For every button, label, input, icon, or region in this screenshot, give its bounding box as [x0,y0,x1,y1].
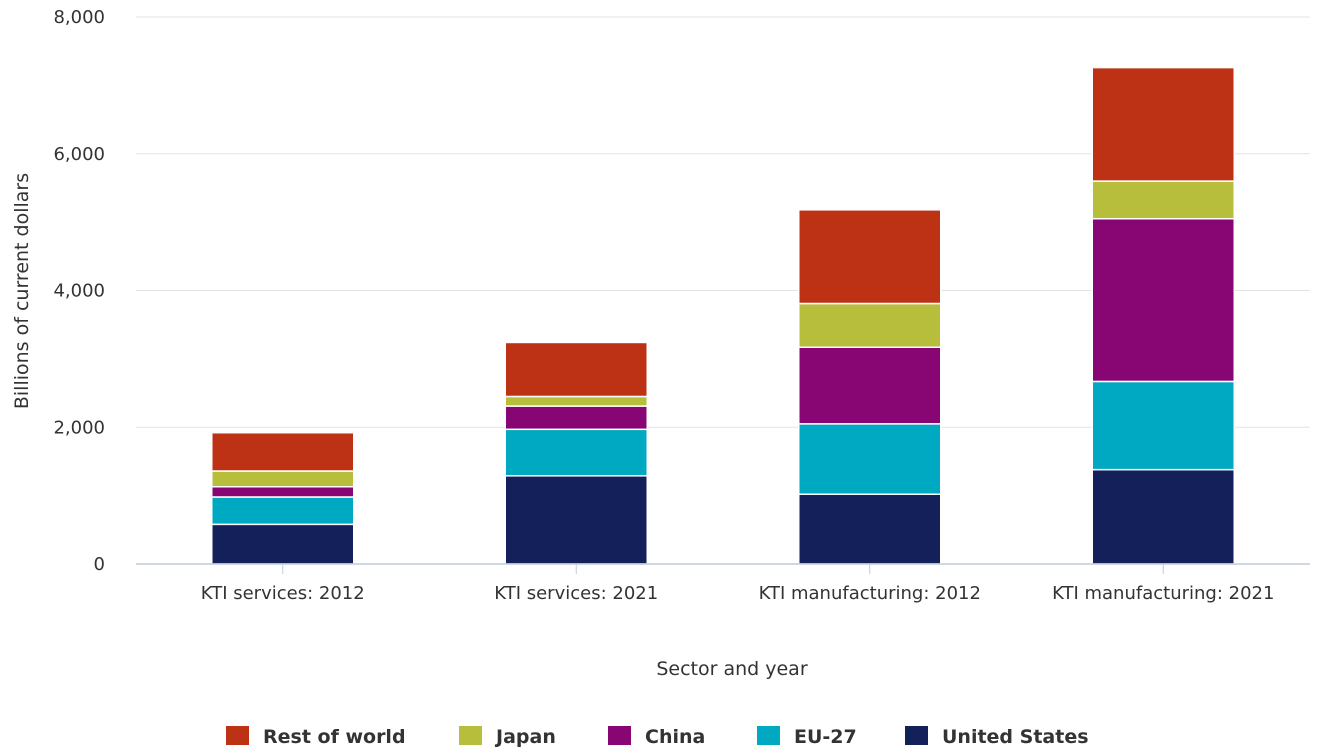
bar-segment [798,346,942,425]
legend-item: United States [905,726,1089,748]
y-axis-tick-labels: 0 2,000 4,000 6,000 8,000 [53,7,105,575]
legend-label: EU-27 [794,726,857,748]
bar-segment [504,341,648,398]
legend-label: Rest of world [263,726,406,748]
bar-segment [1091,180,1235,220]
legend-item: China [608,726,705,748]
legend-swatch [226,726,249,745]
bar-segment [798,493,942,565]
legend: Rest of world Japan China EU-27 United State… [226,726,1089,748]
bar-segment [798,302,942,349]
bar-segment [211,485,355,498]
x-tick-label: KTI services: 2021 [494,583,658,604]
bar-segment [1091,468,1235,565]
bar-segment [504,428,648,477]
bar-segment [1091,380,1235,471]
x-tick-label: KTI services: 2012 [201,583,365,604]
bar-segment [798,423,942,496]
bar-segment [1091,66,1235,182]
legend-swatch [757,726,780,745]
bar-segment [211,496,355,526]
bar-segment [504,475,648,565]
x-tick-label: KTI manufacturing: 2012 [759,583,981,604]
y-tick-label: 0 [94,554,105,575]
y-tick-label: 8,000 [53,7,105,28]
bar-segment [211,523,355,565]
legend-label: Japan [494,726,556,748]
bar-segment [798,209,942,305]
y-axis-title: Billions of current dollars [11,173,33,409]
legend-swatch [905,726,928,745]
x-tick-label: KTI manufacturing: 2021 [1052,583,1274,604]
legend-swatch [608,726,631,745]
bars [211,66,1235,565]
legend-item: EU-27 [757,726,857,748]
legend-label: China [645,726,705,748]
legend-item: Rest of world [226,726,406,748]
bar-segment [504,395,648,407]
bar-segment [1091,217,1235,383]
x-axis-tick-labels: KTI services: 2012 KTI services: 2021 KTI … [201,583,1275,604]
y-tick-label: 6,000 [53,144,105,165]
bar-segment [211,470,355,488]
legend-item: Japan [459,726,556,748]
y-tick-label: 2,000 [53,417,105,438]
x-axis-title: Sector and year [656,658,807,680]
legend-swatch [459,726,482,745]
y-tick-label: 4,000 [53,281,105,302]
legend-label: United States [942,726,1089,748]
x-axis [136,563,1310,574]
bar-segment [211,431,355,472]
bar-segment [504,405,648,431]
